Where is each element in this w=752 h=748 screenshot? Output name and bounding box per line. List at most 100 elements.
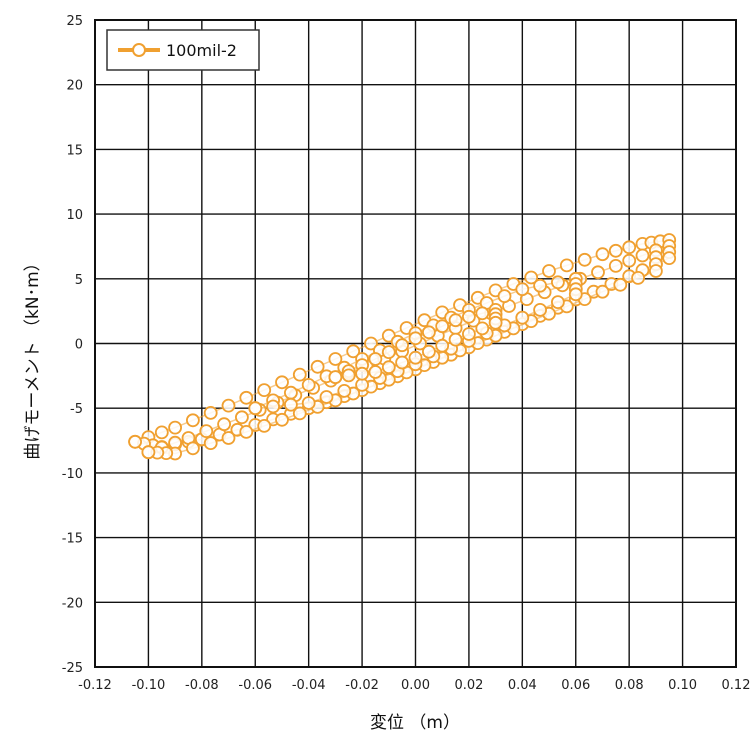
data-point [461,309,476,324]
data-point [662,251,677,266]
data-point [608,243,623,258]
data-point [257,418,272,433]
data-point [234,410,249,425]
data-point [328,370,343,385]
data-point [239,424,254,439]
x-tick-label: -0.10 [132,678,166,693]
data-point [595,284,610,299]
data-point [221,398,236,413]
data-point [591,265,605,280]
y-tick-label: 5 [75,273,83,288]
y-tick-label: 0 [75,338,83,353]
y-tick-label: -15 [62,532,83,547]
y-tick-label: 15 [66,143,83,158]
x-tick-label: -0.06 [238,678,272,693]
x-tick-label: -0.08 [185,678,219,693]
data-point [488,315,503,330]
data-point [577,252,592,267]
y-tick-label: -25 [62,661,83,676]
data-point [551,275,565,290]
x-tick-label: 0.12 [722,678,751,693]
data-point [475,306,490,321]
data-point [328,352,343,366]
x-tick-label: -0.04 [292,678,326,693]
x-tick-label: 0.00 [401,678,430,693]
y-tick-label: -20 [62,596,83,611]
data-point [239,390,254,405]
data-point [301,396,316,410]
x-axis-title: 変位 （m） [370,713,460,733]
x-tick-label: -0.12 [78,678,112,693]
data-point [381,360,396,375]
legend-marker [132,43,146,57]
data-point [515,282,530,297]
data-point [310,359,325,374]
data-point [185,413,200,428]
data-point [461,327,476,341]
data-point [568,287,583,302]
data-point [595,247,610,262]
data-point [355,377,370,392]
data-point [551,295,565,310]
data-point [631,270,645,285]
data-point [533,278,547,293]
data-point [266,399,281,414]
data-point [203,436,218,451]
data-point [635,248,650,263]
data-point [395,355,410,370]
data-point [168,420,183,435]
data-point [257,383,272,398]
data-point [435,338,450,353]
data-point [421,344,436,359]
data-point [497,289,512,304]
data-point [341,368,356,383]
data-point [364,336,378,351]
data-point [608,258,623,273]
data-point [199,424,214,439]
x-tick-label: -0.02 [345,678,379,693]
x-tick-label: 0.06 [561,678,590,693]
data-point [221,431,236,445]
data-point [275,375,289,390]
data-point [649,264,663,278]
y-tick-label: 20 [66,79,83,94]
data-point [337,383,352,398]
y-axis-title: 曲げモーメント （kN･m） [23,254,43,459]
y-tick-label: -5 [70,402,83,417]
data-point [292,367,307,382]
data-point [283,385,298,400]
y-tick-label: -10 [62,467,83,482]
data-point [283,397,298,412]
data-point [355,366,370,381]
data-point [524,270,539,285]
x-tick-label: 0.02 [454,678,483,693]
data-point [421,325,436,340]
data-point [368,352,383,366]
data-point [217,417,232,432]
data-point [185,441,200,456]
data-point [154,425,169,440]
data-point [395,338,410,353]
data-point [408,350,423,365]
x-tick-label: 0.04 [508,678,537,693]
data-point [346,344,361,359]
data-point [533,302,547,317]
y-tick-label: 25 [66,14,83,29]
data-point [515,310,530,325]
x-tick-label: 0.10 [668,678,697,693]
data-point [128,434,143,449]
data-point [408,331,423,346]
data-point [475,321,490,336]
x-tick-label: 0.08 [615,678,644,693]
data-point [613,277,628,292]
data-point [448,332,463,347]
data-point [203,405,218,420]
data-point [141,445,156,460]
data-point [435,319,450,334]
data-point [319,390,334,404]
data-point [542,264,556,278]
data-point [292,406,307,421]
data-point [248,401,263,416]
legend-label: 100mil-2 [166,41,237,60]
data-point [559,258,574,273]
